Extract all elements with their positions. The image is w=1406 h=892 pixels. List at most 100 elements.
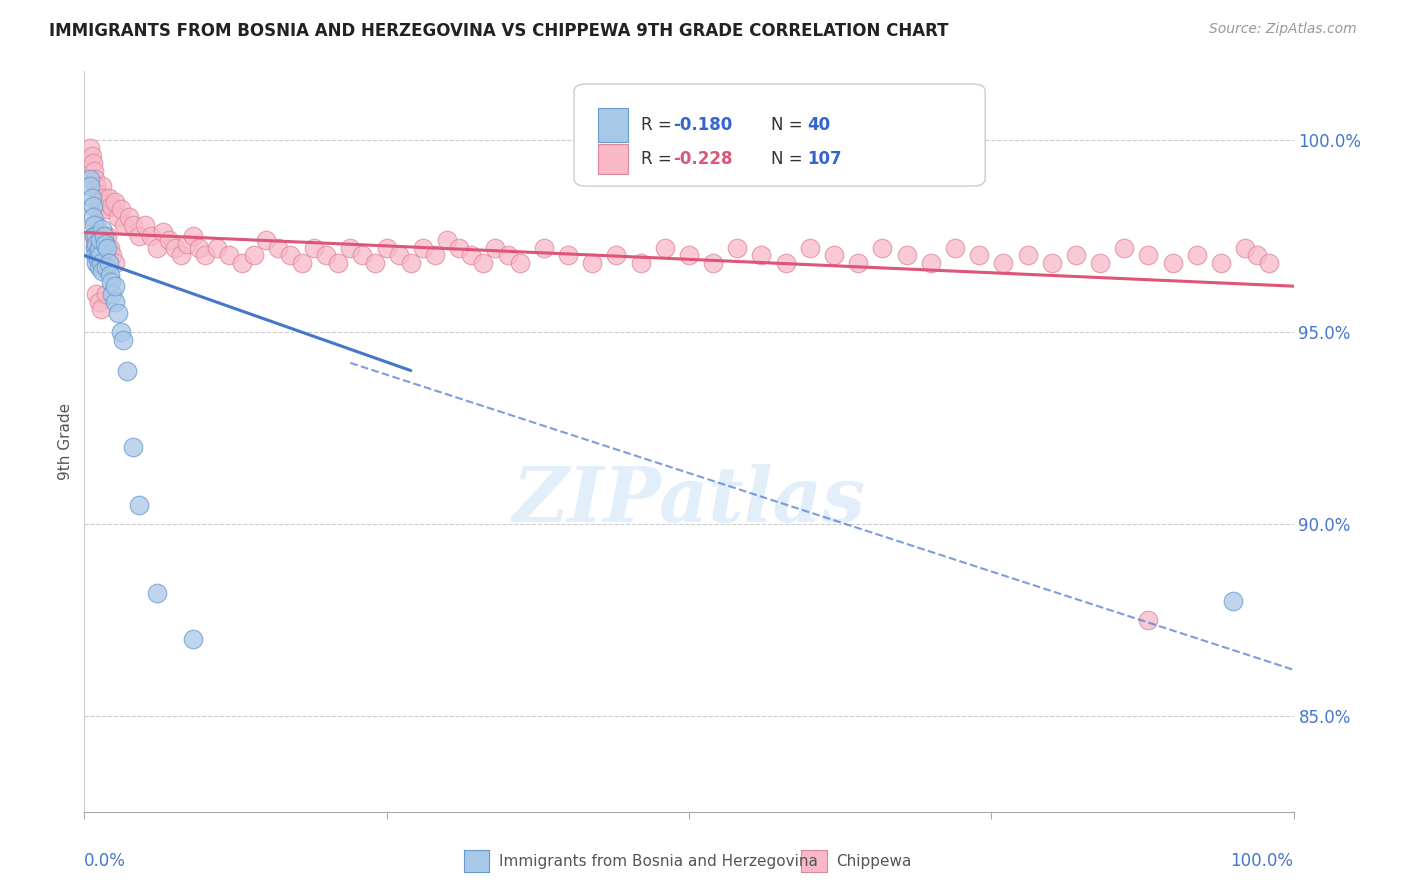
Point	[89, 248, 111, 262]
Point	[93, 229, 115, 244]
Point	[79, 171, 101, 186]
Text: R =: R =	[641, 150, 676, 168]
Point	[896, 248, 918, 262]
Text: -0.180: -0.180	[673, 116, 733, 134]
Point	[278, 248, 301, 262]
Point	[82, 156, 104, 170]
Text: 100.0%: 100.0%	[1230, 853, 1294, 871]
Point	[91, 179, 114, 194]
Point	[96, 241, 118, 255]
Point	[375, 241, 398, 255]
Text: ZIPatlas: ZIPatlas	[512, 464, 866, 538]
Point	[101, 248, 124, 262]
Point	[98, 268, 121, 282]
Point	[83, 218, 105, 232]
Point	[291, 256, 314, 270]
Point	[86, 237, 108, 252]
Point	[1137, 613, 1160, 627]
Point	[83, 164, 105, 178]
Point	[87, 260, 110, 274]
Point	[110, 325, 132, 339]
Point	[170, 248, 193, 262]
Point	[1209, 256, 1232, 270]
Point	[84, 241, 107, 255]
Point	[1161, 256, 1184, 270]
Text: Immigrants from Bosnia and Herzegovina: Immigrants from Bosnia and Herzegovina	[499, 855, 818, 869]
Text: -0.228: -0.228	[673, 150, 733, 168]
FancyBboxPatch shape	[599, 144, 628, 174]
Point	[328, 256, 350, 270]
Point	[104, 194, 127, 209]
Point	[86, 286, 108, 301]
Point	[496, 248, 519, 262]
Point	[1258, 256, 1281, 270]
Point	[1234, 241, 1257, 255]
Point	[94, 237, 117, 252]
Point	[436, 233, 458, 247]
Point	[630, 256, 652, 270]
Point	[460, 248, 482, 262]
Text: IMMIGRANTS FROM BOSNIA AND HERZEGOVINA VS CHIPPEWA 9TH GRADE CORRELATION CHART: IMMIGRANTS FROM BOSNIA AND HERZEGOVINA V…	[49, 22, 949, 40]
Point	[1064, 248, 1087, 262]
Point	[823, 248, 845, 262]
Point	[96, 229, 118, 244]
Point	[412, 241, 434, 255]
Point	[254, 233, 277, 247]
Point	[134, 218, 156, 232]
Point	[751, 248, 773, 262]
Text: 0.0%: 0.0%	[84, 853, 127, 871]
Point	[799, 241, 821, 255]
Point	[87, 194, 110, 209]
Text: N =: N =	[770, 116, 808, 134]
Point	[80, 191, 103, 205]
Point	[110, 202, 132, 217]
Point	[157, 233, 180, 247]
Text: N =: N =	[770, 150, 808, 168]
Point	[207, 241, 229, 255]
Point	[967, 248, 990, 262]
Point	[112, 218, 135, 232]
Point	[725, 241, 748, 255]
Point	[86, 256, 108, 270]
Point	[1114, 241, 1136, 255]
Point	[242, 248, 264, 262]
Point	[121, 218, 143, 232]
Point	[139, 229, 162, 244]
Point	[146, 586, 169, 600]
Point	[80, 149, 103, 163]
Point	[181, 632, 204, 646]
Point	[90, 256, 112, 270]
Point	[84, 248, 107, 262]
Point	[87, 241, 110, 255]
Point	[146, 241, 169, 255]
Point	[118, 210, 141, 224]
Point	[90, 302, 112, 317]
Point	[97, 256, 120, 270]
Y-axis label: 9th Grade: 9th Grade	[58, 403, 73, 480]
Point	[1137, 248, 1160, 262]
Point	[82, 199, 104, 213]
Text: Source: ZipAtlas.com: Source: ZipAtlas.com	[1209, 22, 1357, 37]
Point	[94, 202, 117, 217]
Point	[943, 241, 966, 255]
Point	[100, 199, 122, 213]
Point	[352, 248, 374, 262]
Point	[678, 248, 700, 262]
Point	[231, 256, 253, 270]
Text: 107: 107	[807, 150, 842, 168]
Point	[97, 191, 120, 205]
Point	[91, 264, 114, 278]
Point	[107, 306, 129, 320]
Point	[363, 256, 385, 270]
Point	[339, 241, 361, 255]
Point	[87, 241, 110, 255]
Point	[775, 256, 797, 270]
Point	[181, 229, 204, 244]
Point	[302, 241, 325, 255]
Point	[101, 286, 124, 301]
Point	[993, 256, 1015, 270]
Point	[100, 276, 122, 290]
Text: R =: R =	[641, 116, 676, 134]
Point	[128, 229, 150, 244]
Point	[115, 363, 138, 377]
